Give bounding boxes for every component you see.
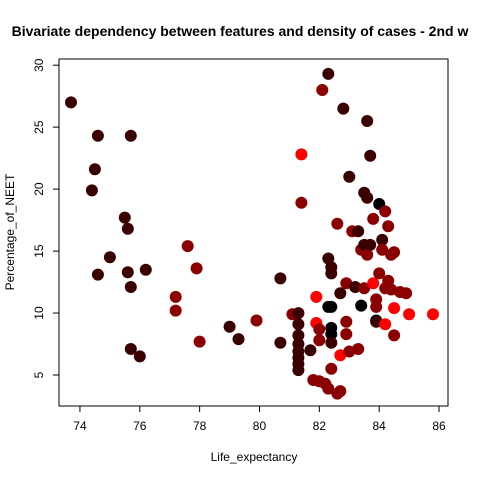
data-point-15: [169, 304, 182, 317]
data-point-23: [274, 336, 287, 349]
data-point-11: [139, 263, 152, 276]
y-tick-label: 10: [32, 306, 46, 320]
data-point-8: [124, 129, 137, 142]
data-point-0: [65, 96, 77, 109]
data-point-75: [361, 115, 374, 127]
x-axis: 74 76 78 80 82 84 86: [73, 405, 446, 433]
data-point-77: [361, 248, 374, 261]
data-point-64: [343, 170, 356, 183]
data-point-71: [355, 299, 368, 312]
y-axis-label: Percentage_of_NEET: [3, 173, 17, 290]
data-point-42: [316, 84, 329, 96]
data-point-14: [169, 290, 182, 303]
x-tick-label: 84: [372, 419, 386, 433]
x-axis-label: Life_expectancy: [211, 450, 298, 464]
data-point-18: [193, 335, 206, 348]
x-tick-label: 76: [133, 419, 147, 433]
data-point-74: [358, 282, 371, 295]
data-point-85: [370, 315, 383, 328]
data-point-10: [124, 281, 137, 293]
y-tick-label: 20: [32, 182, 46, 196]
data-point-35: [304, 344, 317, 357]
data-point-87: [373, 267, 386, 280]
data-point-103: [427, 308, 439, 321]
data-point-79: [364, 238, 377, 251]
data-point-83: [370, 300, 383, 313]
x-tick-label: 78: [193, 419, 207, 433]
data-point-76: [361, 191, 374, 204]
data-point-37: [310, 290, 323, 303]
data-point-22: [274, 272, 287, 285]
points-layer: [65, 67, 439, 400]
data-point-39: [313, 323, 326, 336]
data-point-1: [91, 129, 104, 142]
data-point-7: [121, 222, 134, 235]
data-point-60: [337, 102, 350, 115]
data-point-96: [385, 283, 398, 296]
data-point-33: [295, 148, 308, 161]
data-point-2: [88, 163, 101, 176]
data-point-52: [325, 328, 338, 341]
data-point-9: [121, 266, 134, 279]
data-point-27: [292, 329, 305, 342]
data-point-57: [334, 287, 347, 300]
data-point-17: [190, 262, 203, 275]
data-point-89: [376, 243, 389, 256]
data-point-69: [352, 343, 365, 355]
data-point-50: [325, 300, 338, 313]
data-point-92: [379, 318, 392, 331]
data-point-88: [376, 233, 389, 246]
data-point-97: [388, 246, 401, 259]
x-tick-label: 80: [253, 419, 267, 433]
data-point-6: [118, 211, 131, 224]
data-point-78: [364, 149, 377, 162]
data-point-90: [379, 205, 392, 218]
data-point-80: [367, 212, 380, 225]
data-point-55: [331, 217, 344, 230]
data-point-16: [181, 240, 194, 253]
data-point-47: [322, 382, 335, 395]
y-axis: 5 10 15 20 25 30: [32, 58, 60, 378]
data-point-21: [250, 314, 263, 327]
x-tick-label: 74: [73, 419, 87, 433]
y-tick-label: 15: [32, 244, 46, 258]
data-point-81: [367, 277, 380, 290]
data-point-13: [133, 350, 146, 363]
data-point-102: [403, 308, 416, 321]
data-point-63: [340, 328, 353, 341]
data-point-93: [382, 220, 395, 233]
data-point-49: [325, 267, 338, 280]
data-point-34: [295, 196, 308, 209]
data-point-4: [91, 268, 104, 281]
data-point-12: [124, 343, 137, 355]
data-point-32: [292, 364, 305, 377]
data-point-25: [292, 307, 305, 320]
data-point-19: [223, 320, 236, 333]
data-point-58: [334, 349, 347, 362]
data-point-68: [352, 225, 365, 238]
data-point-98: [388, 302, 401, 315]
data-point-62: [340, 315, 353, 328]
data-point-20: [232, 333, 245, 346]
data-point-59: [334, 385, 347, 398]
data-point-26: [292, 318, 305, 331]
chart-title: Bivariate dependency between features an…: [12, 23, 469, 39]
plot-frame: [58, 58, 449, 407]
y-tick-label: 30: [32, 58, 46, 72]
x-tick-label: 86: [432, 419, 446, 433]
data-point-3: [85, 184, 98, 197]
data-point-53: [325, 336, 338, 349]
data-point-5: [103, 251, 116, 264]
data-point-44: [322, 67, 335, 80]
data-point-40: [313, 334, 326, 347]
y-tick-label: 5: [32, 371, 46, 378]
data-point-101: [400, 287, 413, 300]
x-tick-label: 82: [313, 419, 327, 433]
data-point-54: [325, 362, 338, 375]
y-tick-label: 25: [32, 120, 46, 134]
data-point-67: [349, 281, 362, 293]
data-point-99: [388, 329, 401, 342]
